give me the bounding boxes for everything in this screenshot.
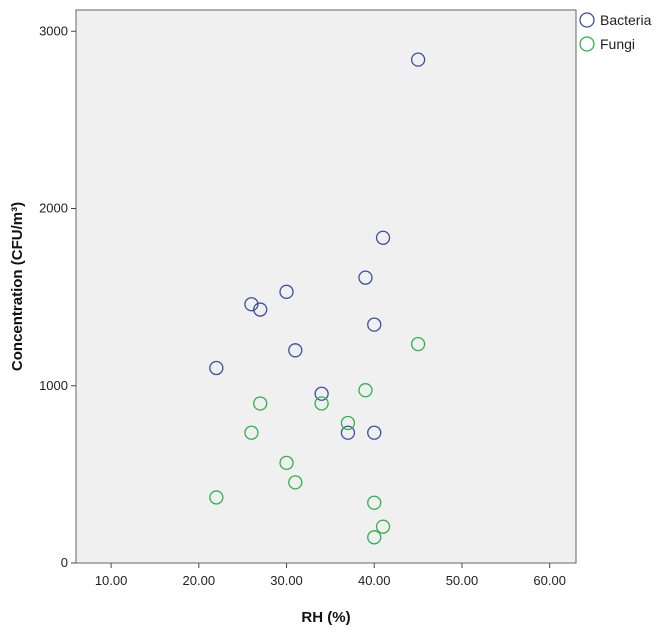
bacteria-point (314, 386, 329, 401)
legend-label-bacteria: Bacteria (600, 12, 652, 28)
x-tick-label: 10.00 (95, 573, 128, 588)
x-tick-label: 20.00 (183, 573, 216, 588)
legend-marker-fungi (579, 36, 595, 52)
bacteria-point (209, 360, 224, 376)
fungi-point (340, 415, 356, 431)
x-tick-label: 50.00 (446, 573, 479, 588)
x-tick-label: 30.00 (270, 573, 303, 588)
x-axis: 10.00 20.00 30.00 40.00 50.00 60.00 (95, 563, 566, 588)
plot-area (75, 9, 577, 564)
fungi-point (367, 495, 382, 510)
bacteria-point (279, 284, 294, 299)
bacteria-point (367, 317, 382, 332)
fungi-point (288, 475, 303, 490)
fungi-point (253, 396, 268, 411)
fungi-point (209, 490, 224, 505)
legend-label-fungi: Fungi (600, 36, 635, 52)
bacteria-point (340, 425, 356, 440)
bacteria-point (288, 343, 303, 358)
y-axis: 0 1000 2000 3000 (39, 23, 76, 570)
bacteria-point (358, 270, 373, 285)
bacteria-point (375, 230, 391, 245)
bacteria-point (410, 52, 426, 67)
legend: Bacteria Fungi (579, 12, 652, 52)
fungi-point (358, 383, 373, 398)
y-tick-label: 0 (61, 555, 68, 570)
y-tick-label: 2000 (39, 201, 68, 216)
x-tick-label: 60.00 (533, 573, 566, 588)
fungi-point (410, 336, 426, 352)
y-axis-title: Concentration (CFU/m³) (9, 202, 26, 371)
bacteria-point (253, 302, 268, 317)
fungi-point (375, 519, 391, 534)
bacteria-point (244, 297, 259, 312)
y-tick-label: 3000 (39, 23, 68, 38)
x-tick-label: 40.00 (358, 573, 391, 588)
legend-marker-bacteria (579, 12, 595, 28)
data-points (209, 52, 426, 545)
bacteria-point (367, 425, 382, 440)
fungi-point (244, 425, 259, 440)
y-tick-label: 1000 (39, 378, 68, 393)
x-axis-title: RH (%) (301, 609, 350, 626)
fungi-point (367, 530, 382, 545)
fungi-point (314, 396, 329, 411)
fungi-point (279, 455, 294, 471)
